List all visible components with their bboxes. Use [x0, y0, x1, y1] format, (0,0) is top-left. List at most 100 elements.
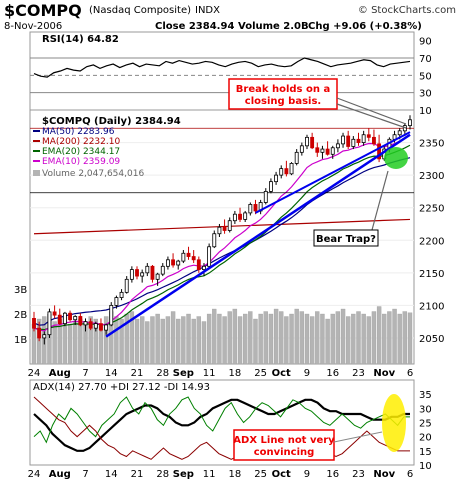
candle-body — [305, 136, 309, 147]
volume-tick-label-0: 3B — [14, 285, 27, 296]
volume-bar — [134, 318, 140, 365]
price-x-label-6: Sep — [173, 368, 194, 379]
adx-x-label-10: Oct — [272, 469, 291, 480]
legend-ema20: EMA(20) 2344.17 — [42, 147, 120, 157]
candle-body — [83, 321, 88, 326]
volume-bar — [273, 308, 279, 365]
price-x-label-5: 28 — [156, 368, 169, 379]
chart-date: 8-Nov-2006 — [4, 21, 62, 32]
volume-bar — [361, 313, 366, 365]
candle-body — [37, 327, 42, 339]
volume-bar — [402, 311, 408, 365]
volume-bar — [150, 316, 155, 365]
candle-body — [232, 213, 237, 222]
candle-body — [335, 143, 340, 149]
volume-bar — [181, 316, 186, 365]
trend-line-main — [105, 133, 411, 338]
volume-bar — [129, 311, 135, 365]
candle-body — [78, 316, 83, 326]
candle-body — [274, 174, 279, 183]
volume-bar — [242, 313, 248, 365]
candle-body — [165, 259, 170, 267]
volume-bar — [237, 316, 243, 365]
volume-bar — [376, 306, 382, 365]
price-x-label-15: 6 — [407, 368, 413, 379]
adx-panel-frame — [29, 379, 415, 466]
volume-bar — [170, 311, 176, 365]
volume-bar — [73, 321, 78, 365]
rsi-panel-frame — [29, 31, 415, 111]
close-value: Close 2384.94 — [155, 21, 234, 32]
adx-x-label-3: 14 — [105, 469, 118, 480]
price-x-label-3: 14 — [105, 368, 118, 379]
adx-tick-label-2: 25 — [419, 419, 432, 430]
price-tick-label-4: 2150 — [419, 269, 444, 280]
adx-x-label-12: 16 — [326, 469, 339, 480]
break-callout-line-2: closing basis. — [245, 96, 321, 107]
adx-tick-label-3: 20 — [419, 433, 432, 444]
volume-bar — [258, 313, 263, 365]
volume-bar — [263, 311, 268, 365]
candle-body — [150, 265, 155, 280]
candle-body — [341, 135, 345, 145]
volume-bar — [103, 316, 109, 365]
candle-body — [238, 213, 242, 220]
volume-bar — [335, 311, 341, 365]
candle-body — [181, 252, 186, 262]
rsi-title: RSI(14) 64.82 — [42, 34, 119, 45]
candle-body — [346, 135, 351, 147]
volume-bar — [227, 311, 232, 365]
volume-bar — [279, 311, 284, 365]
candle-body — [361, 134, 366, 143]
candle-body — [397, 130, 402, 136]
candle-body — [207, 246, 212, 267]
volume-bar — [191, 318, 196, 365]
volume-bar — [268, 313, 274, 365]
adx-x-label-14: Nov — [373, 469, 395, 480]
adx-callout-line-1: ADX Line not very — [233, 435, 335, 446]
candle-body — [217, 226, 222, 235]
bear-trap-pointer — [371, 170, 389, 231]
volume-bar — [284, 316, 289, 365]
volume-bar — [325, 318, 330, 365]
candle-body — [191, 256, 196, 261]
rsi-tick-label-3: 30 — [419, 89, 432, 100]
volume-bar — [289, 313, 294, 365]
volume-bar — [407, 312, 413, 365]
chart-symbol: $COMPQ — [4, 1, 82, 20]
volume-bar — [212, 308, 217, 365]
candle-body — [227, 220, 232, 231]
volume-bar — [93, 318, 98, 365]
candle-body — [32, 318, 36, 329]
price-x-label-11: 9 — [304, 368, 310, 379]
rsi-tick-label-0: 90 — [419, 37, 432, 48]
adx-x-label-7: 11 — [203, 469, 216, 480]
candle-body — [202, 265, 206, 270]
legend-swatch-ema20 — [33, 150, 40, 152]
volume-bar — [315, 311, 320, 365]
adx-x-label-6: Sep — [173, 469, 194, 480]
candle-body — [52, 311, 57, 316]
adx-x-label-13: 23 — [352, 469, 365, 480]
adx-tick-label-4: 15 — [419, 447, 432, 458]
price-x-label-13: 23 — [352, 368, 365, 379]
candle-body — [47, 311, 52, 336]
volume-bar — [346, 316, 351, 365]
volume-bar — [201, 321, 207, 365]
price-x-label-1: Aug — [49, 368, 71, 379]
candle-body — [325, 148, 330, 155]
adx-x-label-9: 25 — [254, 469, 267, 480]
candle-body — [140, 272, 145, 277]
price-tick-label-3: 2200 — [419, 236, 444, 247]
candle-body — [408, 119, 412, 127]
candle-body — [289, 163, 294, 175]
candle-body — [284, 168, 289, 175]
chart-name: (Nasdaq Composite) — [89, 5, 191, 16]
price-x-label-7: 11 — [203, 368, 216, 379]
candle-body — [73, 316, 78, 321]
volume-bar — [176, 318, 181, 365]
volume-bar — [206, 313, 212, 365]
adx-series-line-0 — [33, 398, 410, 452]
candle-body — [320, 148, 325, 153]
adx-x-label-0: 24 — [28, 469, 41, 480]
